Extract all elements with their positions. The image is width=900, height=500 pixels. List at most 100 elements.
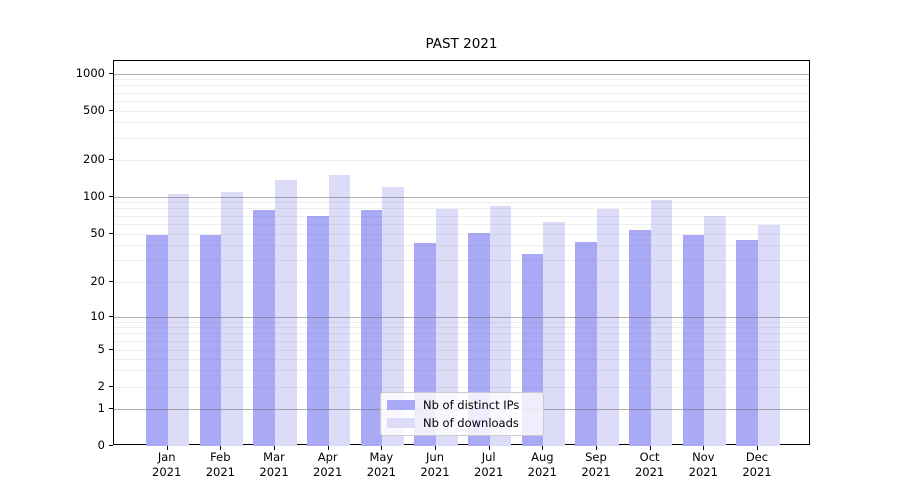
bar-downloads — [596, 208, 619, 446]
y-tick-mark — [109, 281, 113, 282]
gridline-minor — [114, 79, 809, 81]
x-tick-month: Aug — [531, 450, 554, 464]
gridline-major — [114, 73, 809, 75]
gridline-major — [114, 196, 809, 198]
x-tick-year: 2021 — [366, 465, 396, 479]
x-tick-label: Aug 2021 — [512, 450, 572, 480]
gridline-minor — [114, 333, 809, 335]
y-tick-mark — [109, 196, 113, 197]
y-tick-label: 100 — [83, 188, 105, 203]
y-tick-label: 500 — [83, 102, 105, 117]
x-tick-month: Sep — [585, 450, 607, 464]
x-tick-month: Oct — [639, 450, 660, 464]
gridline-minor — [114, 92, 809, 94]
x-tick-month: Nov — [692, 450, 715, 464]
x-tick-mark — [703, 446, 705, 450]
y-tick-mark — [109, 73, 113, 74]
x-tick-year: 2021 — [313, 465, 343, 479]
x-tick-label: May 2021 — [351, 450, 411, 480]
x-tick-mark — [649, 446, 651, 450]
y-tick-mark — [109, 316, 113, 317]
gridline-minor — [114, 100, 809, 102]
bar-distinct-ips — [628, 229, 651, 446]
gridline-minor — [114, 233, 809, 235]
x-tick-label: Nov 2021 — [673, 450, 733, 480]
x-tick-month: May — [369, 450, 394, 464]
x-tick-year: 2021 — [688, 465, 718, 479]
x-tick-label: Jun 2021 — [405, 450, 465, 480]
y-tick-mark — [109, 159, 113, 160]
y-tick-label: 50 — [90, 225, 105, 240]
gridline-minor — [114, 215, 809, 217]
bar-distinct-ips — [199, 235, 222, 446]
x-tick-mark — [381, 446, 383, 450]
x-tick-mark — [488, 446, 490, 450]
x-tick-month: Jan — [157, 450, 176, 464]
x-tick-month: Mar — [263, 450, 285, 464]
x-tick-mark — [756, 446, 758, 450]
y-tick-label: 20 — [90, 273, 105, 288]
x-tick-month: Jul — [481, 450, 496, 464]
y-tick-mark — [109, 386, 113, 387]
x-tick-mark — [435, 446, 436, 450]
y-tick-mark — [109, 408, 113, 409]
x-tick-year: 2021 — [152, 465, 182, 479]
bar-distinct-ips — [145, 235, 168, 446]
bar-distinct-ips — [736, 239, 758, 446]
x-tick-year: 2021 — [259, 465, 289, 479]
x-tick-label: Jul 2021 — [459, 450, 519, 480]
legend-entry-downloads: Nb of downloads — [387, 416, 537, 430]
gridline-minor — [114, 202, 809, 204]
bar-downloads — [382, 186, 405, 446]
x-tick-mark — [220, 446, 222, 450]
bar-downloads — [704, 216, 727, 446]
bar-downloads — [275, 180, 297, 446]
x-tick-year: 2021 — [527, 465, 557, 479]
x-tick-year: 2021 — [742, 465, 772, 479]
x-tick-mark — [542, 446, 544, 450]
x-tick-mark — [274, 446, 276, 450]
plot-area — [113, 60, 810, 446]
gridline-minor — [114, 245, 809, 247]
bar-downloads — [650, 200, 673, 446]
x-tick-label: Oct 2021 — [620, 450, 680, 480]
x-tick-month: Feb — [210, 450, 231, 464]
x-tick-mark — [166, 446, 168, 450]
y-tick-label: 1 — [97, 400, 105, 415]
gridline-minor — [114, 223, 809, 225]
x-tick-label: Feb 2021 — [190, 450, 250, 480]
y-tick-mark — [109, 349, 113, 350]
bar-distinct-ips — [253, 210, 276, 446]
gridline-minor — [114, 85, 809, 87]
x-tick-year: 2021 — [420, 465, 450, 479]
gridline-minor — [114, 159, 809, 161]
gridline-minor — [114, 358, 809, 360]
bar-downloads — [167, 193, 190, 446]
gridline-minor — [114, 260, 809, 262]
x-tick-year: 2021 — [581, 465, 611, 479]
bar-distinct-ips — [306, 216, 329, 446]
x-tick-year: 2021 — [474, 465, 504, 479]
x-tick-month: Dec — [745, 450, 769, 464]
x-tick-month: Apr — [317, 450, 338, 464]
gridline-minor — [114, 208, 809, 210]
gridline-minor — [114, 281, 809, 283]
y-tick-label: 1000 — [75, 65, 105, 80]
x-tick-label: Sep 2021 — [566, 450, 626, 480]
gridline-major — [114, 316, 809, 318]
gridline-minor — [114, 327, 809, 329]
bar-downloads — [757, 225, 780, 446]
y-tick-label: 5 — [97, 341, 105, 356]
y-tick-mark — [109, 233, 113, 234]
legend-swatch-distinct-ips-icon — [387, 400, 415, 411]
x-tick-year: 2021 — [634, 465, 665, 479]
y-tick-mark — [109, 110, 113, 111]
x-tick-mark — [595, 446, 597, 450]
gridline-minor — [114, 122, 809, 124]
gridline-minor — [114, 386, 809, 388]
gridline-minor — [114, 137, 809, 139]
bar-downloads — [221, 191, 244, 446]
x-tick-month: Jun — [426, 450, 444, 464]
x-tick-label: Apr 2021 — [298, 450, 358, 480]
x-tick-label: Dec 2021 — [727, 450, 787, 480]
